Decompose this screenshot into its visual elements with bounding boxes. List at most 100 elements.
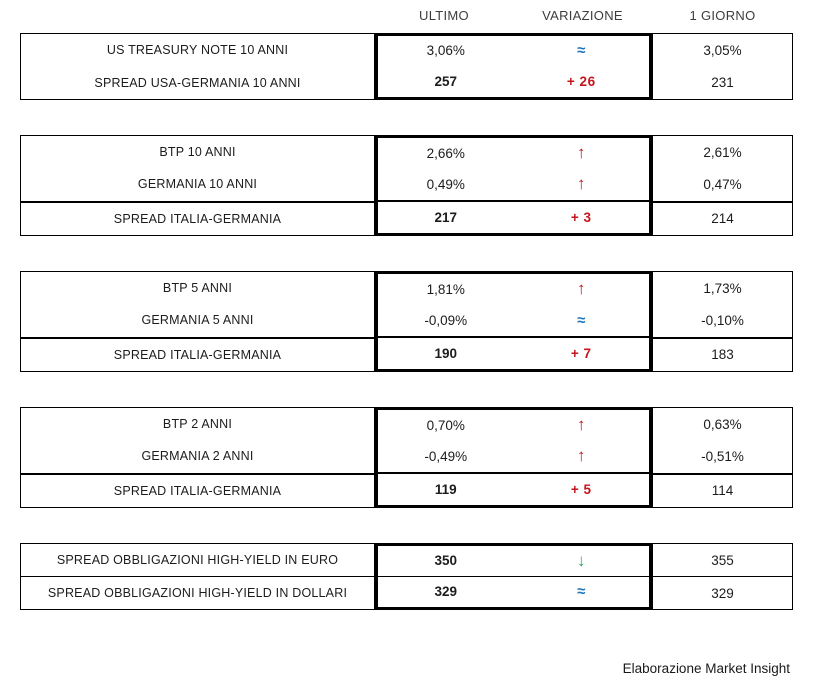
variazione-cell: + 5 bbox=[514, 481, 650, 499]
variazione-cell: ≈ bbox=[514, 42, 650, 60]
instrument-label: BTP 2 ANNI bbox=[162, 417, 233, 432]
table-row: -0,49% ↑ bbox=[378, 441, 649, 472]
ultimo-value: 1,81% bbox=[426, 281, 465, 297]
giorno-value: 114 bbox=[711, 483, 734, 499]
column-header-variazione: VARIAZIONE bbox=[542, 8, 623, 23]
ultimo-value: 217 bbox=[434, 209, 458, 225]
table-row: 0,49% ↑ bbox=[378, 169, 649, 200]
variazione-cell: ↑ bbox=[514, 280, 650, 299]
table-row: BTP 2 ANNI bbox=[21, 408, 374, 440]
up-arrow-icon: ↑ bbox=[577, 279, 586, 298]
ultimo-variazione-box: 1,81% ↑ -0,09% ≈190 + 7 bbox=[375, 271, 652, 372]
table-row: SPREAD ITALIA-GERMANIA bbox=[21, 200, 374, 235]
giorno-column: 1,73% -0,10% 183 bbox=[652, 271, 793, 372]
giorno-column: 3,05% 231 bbox=[652, 33, 793, 100]
instrument-label: SPREAD ITALIA-GERMANIA bbox=[113, 211, 282, 226]
table-row: 119 + 5 bbox=[378, 472, 649, 505]
giorno-value: 0,63% bbox=[703, 416, 742, 432]
column-headers: ULTIMO VARIAZIONE 1 GIORNO bbox=[20, 0, 793, 33]
table-row: 214 bbox=[653, 200, 792, 235]
table-row: 2,61% bbox=[653, 136, 792, 168]
table-row: BTP 10 ANNI bbox=[21, 136, 374, 168]
ultimo-cell: -0,09% bbox=[378, 312, 514, 330]
table-row: 2,66% ↑ bbox=[378, 138, 649, 169]
table-row: 329 bbox=[653, 576, 792, 609]
ultimo-value: 119 bbox=[434, 481, 457, 497]
variazione-cell: ≈ bbox=[514, 312, 650, 330]
bond-rates-table: ULTIMO VARIAZIONE 1 GIORNO US TREASURY N… bbox=[20, 0, 793, 676]
ultimo-cell: 190 bbox=[378, 345, 514, 363]
giorno-value: 3,05% bbox=[703, 42, 742, 58]
giorno-value: -0,51% bbox=[701, 448, 744, 464]
variazione-cell: ↑ bbox=[514, 447, 650, 466]
instrument-label: SPREAD USA-GERMANIA 10 ANNI bbox=[94, 75, 301, 90]
instrument-label: SPREAD OBBLIGAZIONI HIGH-YIELD IN EURO bbox=[56, 553, 339, 567]
ultimo-value: 2,66% bbox=[426, 145, 465, 161]
giorno-column: 0,63% -0,51% 114 bbox=[652, 407, 793, 508]
variazione-delta: + 5 bbox=[570, 481, 592, 497]
variazione-delta: + 3 bbox=[570, 209, 592, 225]
ultimo-value: 0,49% bbox=[426, 176, 465, 192]
instrument-label: SPREAD OBBLIGAZIONI HIGH-YIELD IN DOLLAR… bbox=[47, 586, 348, 600]
table-row: 231 bbox=[653, 67, 792, 100]
table-row: 0,70% ↑ bbox=[378, 410, 649, 441]
ultimo-cell: 2,66% bbox=[378, 145, 514, 163]
ultimo-value: -0,09% bbox=[424, 312, 468, 328]
giorno-column: 2,61% 0,47% 214 bbox=[652, 135, 793, 236]
table-row: 1,73% bbox=[653, 272, 792, 304]
table-row: SPREAD ITALIA-GERMANIA bbox=[21, 472, 374, 507]
instrument-label: US TREASURY NOTE 10 ANNI bbox=[106, 43, 289, 58]
instrument-label: GERMANIA 5 ANNI bbox=[141, 313, 254, 328]
table-row: 350 ↓ bbox=[378, 546, 649, 576]
label-column: BTP 10 ANNI GERMANIA 10 ANNI SPREAD ITALIA… bbox=[20, 135, 375, 236]
ultimo-cell: 257 bbox=[378, 73, 514, 91]
label-column: BTP 2 ANNI GERMANIA 2 ANNI SPREAD ITALIA-G… bbox=[20, 407, 375, 508]
approx-equal-icon: ≈ bbox=[577, 311, 586, 329]
table-row: SPREAD OBBLIGAZIONI HIGH-YIELD IN EURO bbox=[21, 544, 374, 576]
up-arrow-icon: ↑ bbox=[577, 143, 586, 162]
label-column: SPREAD OBBLIGAZIONI HIGH-YIELD IN EURO SP… bbox=[20, 543, 375, 610]
table-section: BTP 5 ANNI GERMANIA 5 ANNI SPREAD ITALIA-G… bbox=[20, 271, 793, 372]
ultimo-value: 0,70% bbox=[426, 417, 465, 433]
table-row: SPREAD USA-GERMANIA 10 ANNI bbox=[21, 67, 374, 100]
source-credit: Elaborazione Market Insight bbox=[622, 661, 790, 676]
approx-equal-icon: ≈ bbox=[577, 583, 586, 600]
table-row: 329 ≈ bbox=[378, 576, 649, 607]
ultimo-variazione-box: 3,06% ≈257 + 26 bbox=[375, 33, 652, 100]
variazione-cell: ≈ bbox=[514, 583, 650, 601]
column-header-1-giorno: 1 GIORNO bbox=[689, 8, 756, 23]
table-section: BTP 2 ANNI GERMANIA 2 ANNI SPREAD ITALIA-G… bbox=[20, 407, 793, 508]
table-row: BTP 5 ANNI bbox=[21, 272, 374, 304]
ultimo-variazione-box: 350 ↓ 329 ≈ bbox=[375, 543, 652, 610]
table-section: BTP 10 ANNI GERMANIA 10 ANNI SPREAD ITALIA… bbox=[20, 135, 793, 236]
table-row: GERMANIA 5 ANNI bbox=[21, 304, 374, 336]
variazione-cell: + 26 bbox=[514, 73, 650, 91]
ultimo-cell: 329 bbox=[378, 583, 514, 601]
label-column: US TREASURY NOTE 10 ANNI SPREAD USA-GERMA… bbox=[20, 33, 375, 100]
giorno-value: 183 bbox=[711, 347, 734, 363]
table-row: 355 bbox=[653, 544, 792, 576]
column-header-ultimo: ULTIMO bbox=[419, 8, 469, 23]
giorno-column: 355 329 bbox=[652, 543, 793, 610]
ultimo-value: 190 bbox=[434, 345, 458, 361]
variazione-cell: + 3 bbox=[514, 209, 650, 227]
giorno-value: 214 bbox=[711, 211, 734, 227]
instrument-label: GERMANIA 10 ANNI bbox=[137, 177, 258, 192]
table-row: -0,51% bbox=[653, 440, 792, 472]
instrument-label: BTP 5 ANNI bbox=[162, 281, 233, 296]
table-row: 1,81% ↑ bbox=[378, 274, 649, 305]
ultimo-value: 3,06% bbox=[426, 43, 465, 59]
table-row: 3,06% ≈ bbox=[378, 36, 649, 67]
table-row: SPREAD ITALIA-GERMANIA bbox=[21, 336, 374, 371]
ultimo-cell: 1,81% bbox=[378, 281, 514, 299]
ultimo-cell: 350 bbox=[378, 552, 514, 570]
table-row: -0,10% bbox=[653, 304, 792, 336]
ultimo-value: 329 bbox=[434, 584, 458, 599]
variazione-cell: ↓ bbox=[514, 552, 650, 571]
giorno-value: 231 bbox=[711, 75, 734, 91]
up-arrow-icon: ↑ bbox=[577, 415, 586, 434]
giorno-value: 2,61% bbox=[703, 144, 742, 160]
up-arrow-icon: ↑ bbox=[577, 174, 586, 193]
instrument-label: SPREAD ITALIA-GERMANIA bbox=[113, 347, 282, 362]
ultimo-cell: 0,70% bbox=[378, 417, 514, 435]
